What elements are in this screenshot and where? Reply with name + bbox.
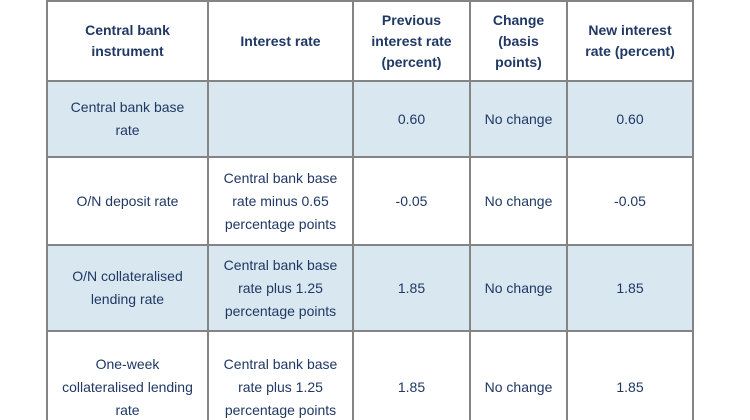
cell-previous-rate: 0.60 xyxy=(352,80,471,158)
table-header-row: Central bank instrument Interest rate Pr… xyxy=(46,0,694,82)
header-cell-change: Change (basis points) xyxy=(469,0,568,82)
cell-instrument: O/N collateralised lending rate xyxy=(46,244,209,332)
cell-new-rate: 0.60 xyxy=(566,80,694,158)
cell-previous-rate: -0.05 xyxy=(352,156,471,246)
cell-new-rate: 1.85 xyxy=(566,244,694,332)
table-row-on-deposit: O/N deposit rate Central bank base rate … xyxy=(46,156,694,246)
interest-rate-table: Central bank instrument Interest rate Pr… xyxy=(46,0,694,420)
header-cell-interest-rate: Interest rate xyxy=(207,0,354,82)
table-row-on-collateralised: O/N collateralised lending rate Central … xyxy=(46,244,694,332)
cell-interest-rate-formula: Central bank base rate minus 0.65 percen… xyxy=(207,156,354,246)
cell-previous-rate: 1.85 xyxy=(352,244,471,332)
cell-new-rate: 1.85 xyxy=(566,330,694,420)
cell-instrument: One-week collateralised lending rate xyxy=(46,330,209,420)
cell-previous-rate: 1.85 xyxy=(352,330,471,420)
table-row-one-week-collateralised: One-week collateralised lending rate Cen… xyxy=(46,330,694,420)
cell-new-rate: -0.05 xyxy=(566,156,694,246)
table-row-base-rate: Central bank base rate 0.60 No change 0.… xyxy=(46,80,694,158)
cell-interest-rate-formula: Central bank base rate plus 1.25 percent… xyxy=(207,244,354,332)
cell-interest-rate-formula xyxy=(207,80,354,158)
cell-interest-rate-formula: Central bank base rate plus 1.25 percent… xyxy=(207,330,354,420)
cell-instrument: O/N deposit rate xyxy=(46,156,209,246)
cell-change: No change xyxy=(469,330,568,420)
cell-change: No change xyxy=(469,156,568,246)
cell-change: No change xyxy=(469,244,568,332)
cell-change: No change xyxy=(469,80,568,158)
header-cell-previous-rate: Previous interest rate (percent) xyxy=(352,0,471,82)
cell-instrument: Central bank base rate xyxy=(46,80,209,158)
header-cell-instrument: Central bank instrument xyxy=(46,0,209,82)
header-cell-new-rate: New interest rate (percent) xyxy=(566,0,694,82)
